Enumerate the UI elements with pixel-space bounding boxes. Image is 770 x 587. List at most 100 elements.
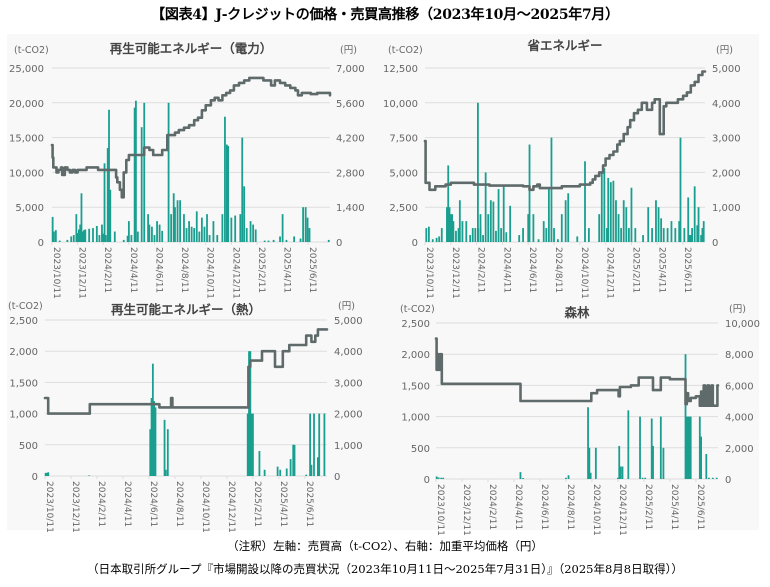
chart2-right-axis-unit: (円) bbox=[716, 45, 733, 56]
chart4-x-tick-label: 2023/10/11 bbox=[435, 484, 445, 536]
chart2-volume-bar bbox=[688, 235, 691, 242]
chart2-volume-bar bbox=[487, 214, 490, 242]
chart3-x-tick-label: 2023/12/11 bbox=[70, 481, 80, 533]
chart2-volume-bar bbox=[435, 237, 438, 242]
chart4-volume-bar bbox=[639, 416, 641, 479]
chart4-volume-bar bbox=[700, 436, 703, 479]
chart3-left-axis-unit: (t-CO2) bbox=[8, 301, 43, 312]
chart3-volume-bar bbox=[323, 413, 326, 476]
chart2-volume-bar bbox=[622, 200, 625, 242]
chart4-volume-bar bbox=[617, 477, 619, 479]
chart2-volume-bar bbox=[502, 184, 505, 242]
chart3-left-tick-label: 1,000 bbox=[9, 410, 38, 421]
chart1-volume-bar bbox=[254, 229, 257, 242]
chart4-volume-bar bbox=[650, 418, 653, 479]
chart1-volume-bar bbox=[206, 214, 208, 242]
chart4-volume-bar bbox=[652, 445, 654, 479]
chart2-volume-bar bbox=[509, 205, 512, 242]
chart1-volume-bar bbox=[193, 228, 196, 242]
chart1-volume-bar bbox=[245, 228, 248, 242]
chart1-volume-bar bbox=[75, 214, 78, 242]
chart4-x-tick-label: 2024/12/11 bbox=[617, 484, 627, 536]
chart2-volume-bar bbox=[532, 214, 535, 242]
chart1-volume-bar bbox=[153, 235, 156, 242]
chart4-left-tick-label: 0 bbox=[424, 475, 430, 486]
chart1-volume-bar bbox=[174, 207, 176, 242]
chart3-left-tick-label: 2,000 bbox=[9, 347, 38, 358]
chart2-volume-bar bbox=[560, 214, 563, 242]
chart3-volume-bar bbox=[88, 475, 91, 476]
chart1-volume-bar bbox=[103, 163, 106, 242]
chart2-x-tick-label: 2024/12/11 bbox=[605, 247, 615, 299]
chart2-left-tick-label: 2,500 bbox=[389, 203, 418, 214]
chart2-volume-bar bbox=[689, 235, 692, 242]
chart1-volume-bar bbox=[239, 214, 242, 242]
chart2-volume-bar bbox=[627, 228, 630, 242]
chart4-left-tick-label: 500 bbox=[411, 444, 430, 455]
chart3-right-tick-label: 3,000 bbox=[334, 378, 363, 389]
chart2-volume-bar bbox=[647, 207, 650, 242]
chart4-volume-bar bbox=[715, 477, 718, 479]
chart2-volume-bar bbox=[451, 214, 453, 242]
chart4-x-tick-label: 2024/10/11 bbox=[591, 484, 601, 536]
chart2-price-line bbox=[423, 70, 707, 192]
chart4-right-tick-label: 10,000 bbox=[725, 319, 760, 330]
chart3-volume-bar bbox=[246, 413, 249, 476]
chart2-volume-bar bbox=[696, 225, 699, 242]
chart3-x-tick-label: 2025/4/11 bbox=[278, 481, 288, 527]
chart3-volume-bar bbox=[44, 472, 47, 476]
chart3-volume-bar bbox=[248, 351, 250, 476]
chart1-volume-bar bbox=[230, 217, 233, 242]
chart3-right-tick-label: 1,000 bbox=[334, 441, 363, 452]
chart1-right-tick-label: 7,000 bbox=[336, 64, 365, 75]
chart3-x-tick-label: 2025/2/11 bbox=[252, 481, 262, 527]
chart3-volume-bar bbox=[289, 459, 292, 476]
chart1-volume-bar bbox=[98, 235, 101, 242]
chart1-volume-bar bbox=[203, 226, 206, 242]
chart2-volume-bar bbox=[469, 235, 472, 242]
chart2-volume-bar bbox=[662, 228, 665, 242]
chart3-x-tick-label: 2023/10/11 bbox=[44, 481, 54, 533]
chart1-volume-bar bbox=[83, 230, 85, 242]
chart3-volume-bar bbox=[250, 413, 253, 476]
chart2-volume-bar bbox=[687, 197, 690, 242]
chart4-right-tick-label: 4,000 bbox=[725, 413, 754, 424]
chart1-x-tick-label: 2024/12/11 bbox=[230, 247, 240, 299]
chart2-x-tick-label: 2023/12/11 bbox=[450, 247, 460, 299]
chart2-volume-bar bbox=[542, 221, 545, 242]
chart4-volume-bar bbox=[644, 477, 647, 479]
chart4-volume-bar bbox=[588, 447, 591, 479]
chart3-volume-bar bbox=[258, 451, 261, 476]
chart2-volume-bar bbox=[447, 165, 450, 242]
chart1-volume-bar bbox=[195, 211, 198, 242]
chart4-right-tick-label: 8,000 bbox=[725, 350, 754, 361]
chart4-price-line bbox=[434, 337, 720, 407]
chart4-x-tick-label: 2024/6/11 bbox=[539, 484, 549, 530]
chart1-volume-bar bbox=[78, 229, 80, 242]
chart1-volume-bar bbox=[54, 230, 57, 242]
chart1-volume-bar bbox=[293, 236, 296, 242]
chart4-volume-bar bbox=[589, 472, 592, 479]
chart1-volume-bar bbox=[279, 236, 281, 242]
chart2-x-tick-label: 2025/4/11 bbox=[656, 247, 666, 293]
chart2-volume-bar bbox=[427, 226, 430, 242]
chart1-volume-bar bbox=[308, 228, 311, 242]
chart1-volume-bar bbox=[185, 228, 188, 242]
chart4-x-tick-label: 2024/8/11 bbox=[565, 484, 575, 530]
chart2-volume-bar bbox=[500, 228, 503, 242]
chart2-x-tick-label: 2025/2/11 bbox=[630, 247, 640, 293]
chart2-volume-bar bbox=[603, 168, 606, 242]
chart4-volume-bar bbox=[437, 477, 440, 479]
chart3-x-tick-label: 2024/8/11 bbox=[174, 481, 184, 527]
chart1-x-tick-label: 2024/10/11 bbox=[205, 247, 215, 299]
chart4-left-tick-label: 2,000 bbox=[401, 350, 430, 361]
chart4-right-tick-label: 6,000 bbox=[725, 381, 754, 392]
chart3-x-tick-label: 2024/2/11 bbox=[96, 481, 106, 527]
chart3-title: 再生可能エネルギー（熱） bbox=[111, 302, 261, 317]
chart4-volume-bar bbox=[685, 416, 688, 479]
chart4-volume-bar bbox=[641, 477, 644, 479]
chart2-volume-bar bbox=[518, 235, 521, 242]
chart1-volume-bar bbox=[243, 186, 246, 242]
chart3-volume-bar bbox=[153, 401, 156, 476]
chart3-x-tick-label: 2025/6/11 bbox=[304, 481, 314, 527]
